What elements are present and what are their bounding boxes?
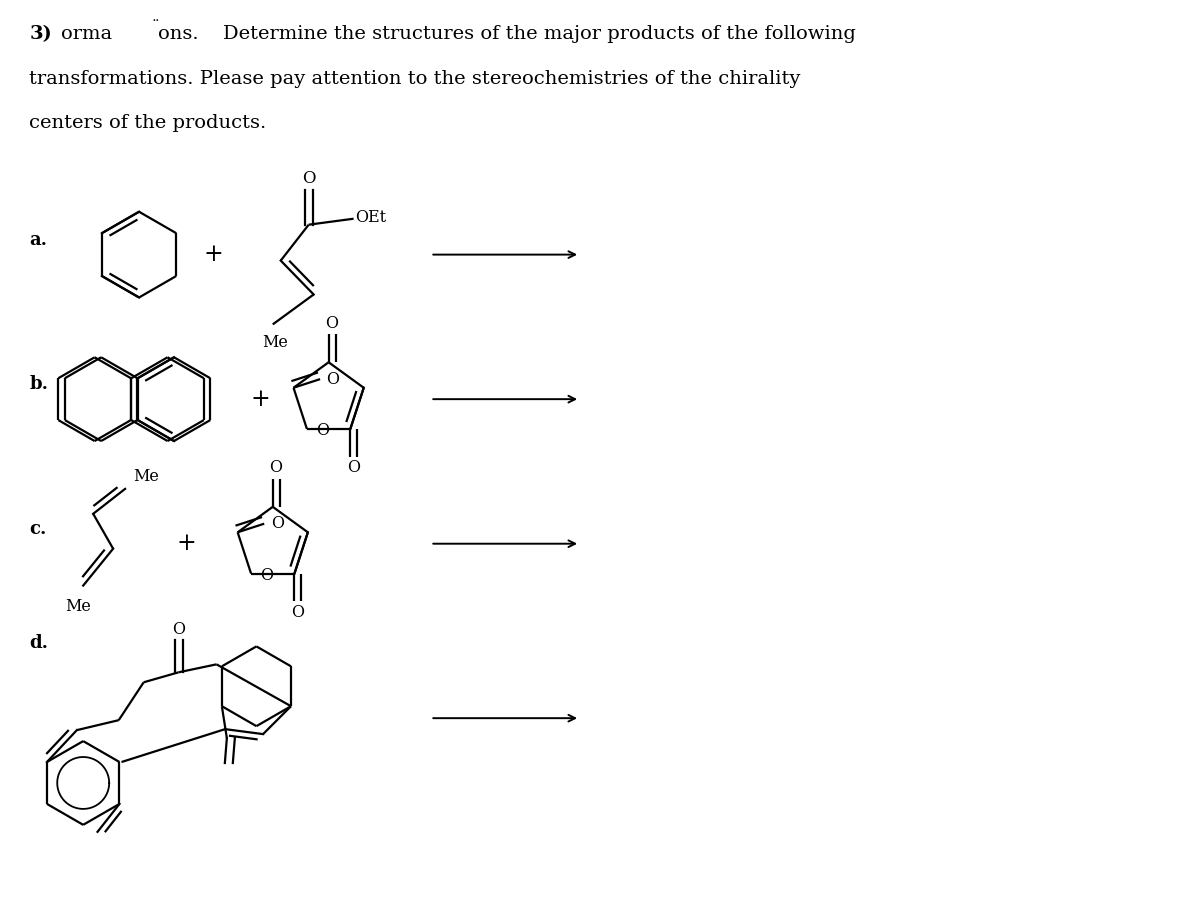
Text: Determine the structures of the major products of the following: Determine the structures of the major pr… — [223, 25, 856, 43]
Text: +: + — [203, 243, 223, 266]
Text: b.: b. — [29, 375, 48, 393]
Text: centers of the products.: centers of the products. — [29, 114, 266, 132]
Text: +: + — [176, 532, 196, 556]
Text: ons.: ons. — [158, 25, 199, 43]
Text: c.: c. — [29, 520, 47, 538]
Text: +: + — [251, 387, 271, 411]
Text: O: O — [269, 459, 282, 476]
Text: O: O — [326, 370, 340, 387]
Text: O: O — [271, 515, 283, 532]
Text: transformations. Please pay attention to the stereochemistries of the chirality: transformations. Please pay attention to… — [29, 70, 800, 88]
Text: O: O — [260, 567, 274, 584]
Text: Me: Me — [133, 467, 158, 485]
Text: O: O — [172, 621, 185, 638]
Text: O: O — [347, 459, 360, 476]
Text: d.: d. — [29, 635, 48, 653]
Text: Me: Me — [262, 334, 288, 352]
Text: ¨: ¨ — [151, 21, 158, 34]
Text: O: O — [325, 315, 338, 332]
Text: 3): 3) — [29, 25, 52, 43]
Text: O: O — [302, 170, 316, 187]
Text: OEt: OEt — [355, 209, 386, 227]
Text: O: O — [316, 423, 329, 440]
Text: a.: a. — [29, 231, 47, 249]
Text: Me: Me — [65, 598, 91, 615]
Text: O: O — [290, 604, 304, 621]
Text: orma: orma — [61, 25, 113, 43]
